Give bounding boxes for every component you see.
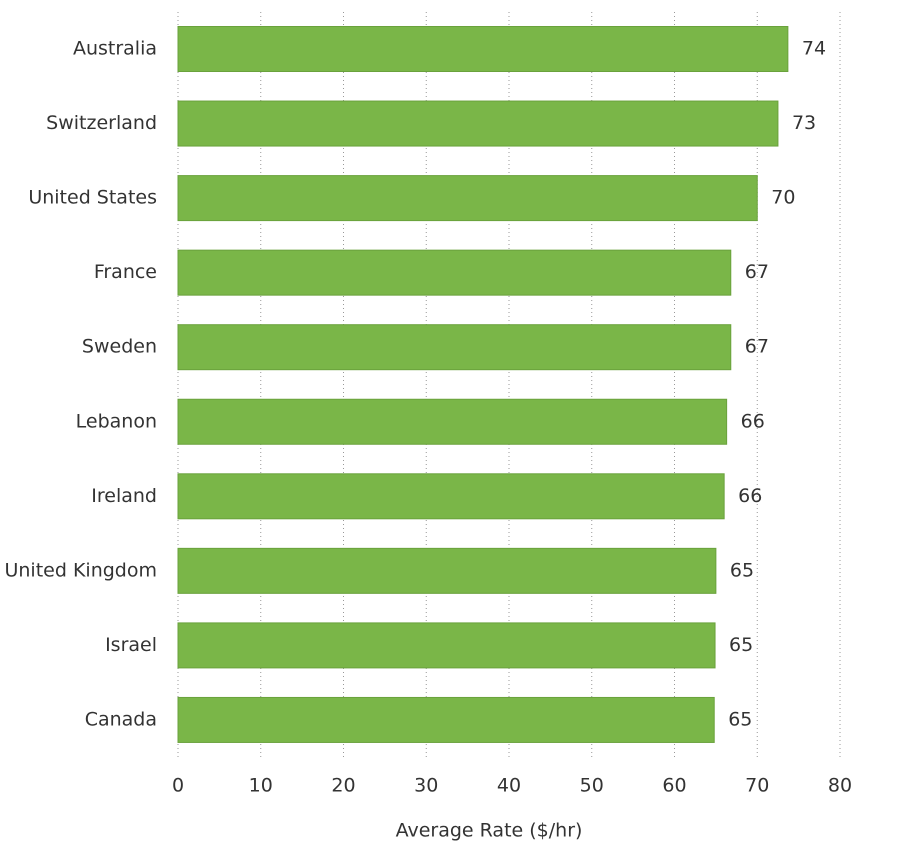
data-label: 65 xyxy=(730,559,754,581)
bar xyxy=(177,249,732,296)
y-tick-label: United Kingdom xyxy=(4,559,157,581)
x-tick-label: 80 xyxy=(828,775,852,797)
data-label: 74 xyxy=(802,38,826,60)
bar xyxy=(177,622,716,669)
bar xyxy=(177,473,725,520)
y-tick-label: Sweden xyxy=(82,336,157,358)
data-label: 67 xyxy=(745,261,769,283)
data-label: 70 xyxy=(771,187,795,209)
bar xyxy=(177,696,715,743)
x-tick-label: 70 xyxy=(745,775,769,797)
y-tick-label: Australia xyxy=(73,38,157,60)
y-tick-label: United States xyxy=(28,187,157,209)
x-tick-label: 10 xyxy=(249,775,273,797)
bar xyxy=(177,100,779,147)
x-tick-label: 20 xyxy=(331,775,355,797)
bar xyxy=(177,547,717,594)
data-label: 66 xyxy=(741,410,765,432)
data-label: 65 xyxy=(728,708,752,730)
data-label: 65 xyxy=(729,634,753,656)
x-tick-label: 0 xyxy=(172,775,184,797)
data-label: 67 xyxy=(745,336,769,358)
y-tick-label: Ireland xyxy=(91,485,157,507)
y-tick-label: Canada xyxy=(85,708,157,730)
bar xyxy=(177,324,732,371)
bar xyxy=(177,398,728,445)
y-tick-label: Switzerland xyxy=(46,112,157,134)
x-tick-label: 30 xyxy=(414,775,438,797)
y-tick-label: Israel xyxy=(105,634,157,656)
x-tick-label: 40 xyxy=(497,775,521,797)
y-tick-label: France xyxy=(94,261,157,283)
bar xyxy=(177,26,789,72)
data-label: 73 xyxy=(792,112,816,134)
x-tick-label: 60 xyxy=(662,775,686,797)
bar xyxy=(177,175,758,222)
x-tick-label: 50 xyxy=(580,775,604,797)
y-tick-label: Lebanon xyxy=(76,410,157,432)
data-label: 66 xyxy=(738,485,762,507)
x-axis-title: Average Rate ($/hr) xyxy=(396,820,583,842)
